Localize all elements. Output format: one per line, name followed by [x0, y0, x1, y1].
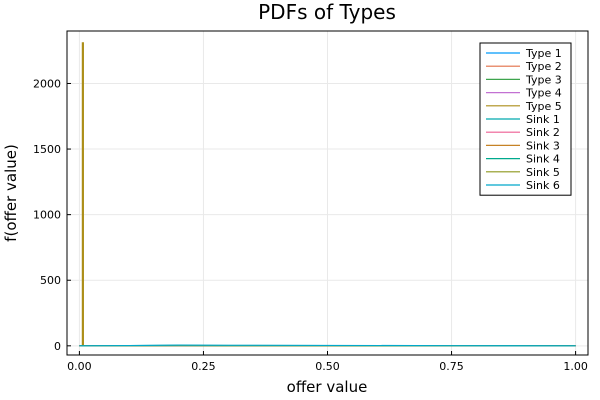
legend-label-3: Type 3 [525, 73, 562, 86]
chart-title: PDFs of Types [258, 0, 396, 24]
y-tick-label-4: 2000 [33, 77, 61, 90]
x-ticks: 0.00 0.25 0.50 0.75 1.00 [67, 351, 588, 373]
x-tick-label-1: 0.25 [191, 360, 216, 373]
series-line-11 [79, 344, 576, 347]
y-ticks: 0 500 1000 1500 2000 [33, 77, 71, 353]
legend-label-8: Sink 3 [526, 139, 560, 152]
x-tick-label-3: 0.75 [439, 360, 464, 373]
y-tick-label-1: 500 [40, 274, 61, 287]
y-tick-label-2: 1000 [33, 209, 61, 222]
legend-label-5: Type 5 [525, 100, 562, 113]
x-tick-label-4: 1.00 [563, 360, 588, 373]
x-tick-label-2: 0.50 [315, 360, 340, 373]
series-lines [79, 42, 576, 347]
legend-label-1: Type 1 [525, 47, 562, 60]
y-tick-label-3: 1500 [33, 143, 61, 156]
y-tick-label-0: 0 [54, 340, 61, 353]
x-tick-label-0: 0.00 [67, 360, 92, 373]
legend-label-11: Sink 6 [526, 179, 560, 192]
legend-label-9: Sink 4 [526, 153, 560, 166]
legend-label-4: Type 4 [525, 87, 562, 100]
legend-label-7: Sink 2 [526, 126, 560, 139]
legend-label-10: Sink 5 [526, 166, 560, 179]
y-axis-label: f(offer value) [2, 144, 20, 242]
legend-label-6: Sink 1 [526, 113, 560, 126]
x-axis-label: offer value [287, 378, 368, 396]
legend-label-2: Type 2 [525, 60, 562, 73]
